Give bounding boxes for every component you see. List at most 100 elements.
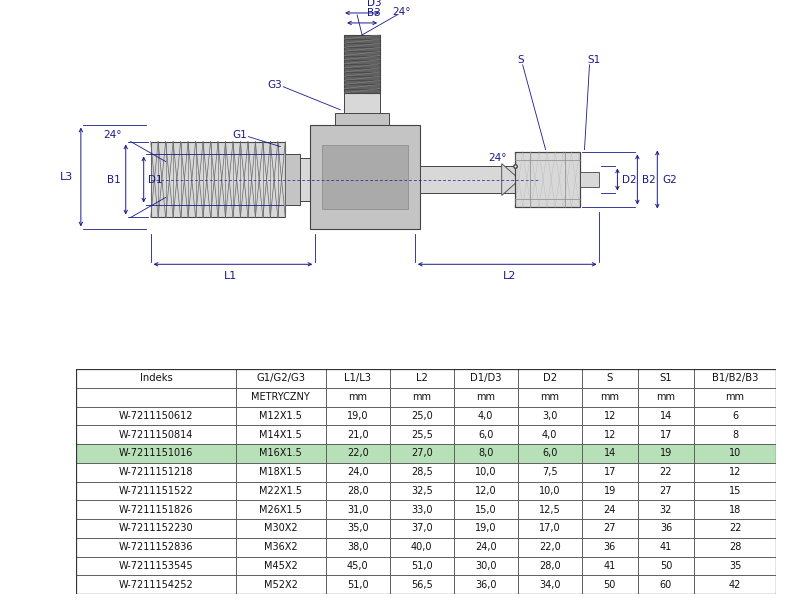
Text: 27: 27 (660, 486, 672, 496)
Text: 56,5: 56,5 (411, 580, 433, 590)
Bar (518, 444, 582, 463)
Text: L3: L3 (60, 172, 74, 182)
Text: B1/B2/B3: B1/B2/B3 (712, 373, 758, 383)
Text: 36: 36 (604, 542, 616, 552)
Bar (335, 113, 389, 125)
Text: D2: D2 (542, 373, 557, 383)
Text: W-7211151218: W-7211151218 (118, 467, 194, 477)
Text: 22,0: 22,0 (539, 542, 561, 552)
Text: D1: D1 (148, 175, 163, 185)
Text: METRYCZNY: METRYCZNY (251, 392, 310, 402)
Text: 24,0: 24,0 (475, 542, 497, 552)
Text: G1/G2/G3: G1/G2/G3 (256, 373, 306, 383)
Text: B2: B2 (642, 175, 656, 185)
Text: 45,0: 45,0 (347, 561, 369, 571)
Text: 42: 42 (729, 580, 742, 590)
Text: 31,0: 31,0 (347, 505, 369, 515)
Text: 24°: 24° (489, 152, 507, 163)
Text: Indeks: Indeks (140, 373, 172, 383)
Bar (322, 145, 408, 209)
Text: 41: 41 (660, 542, 672, 552)
Text: 12: 12 (603, 430, 616, 440)
Bar (300, 158, 310, 202)
Text: M22X1.5: M22X1.5 (259, 486, 302, 496)
Text: 19,0: 19,0 (475, 523, 497, 533)
Text: 10: 10 (729, 448, 741, 458)
Text: 33,0: 33,0 (411, 505, 433, 515)
Bar (694, 444, 776, 463)
Text: W-7211152836: W-7211152836 (118, 542, 194, 552)
Text: 8: 8 (732, 430, 738, 440)
Bar (390, 444, 454, 463)
Text: W-7211151522: W-7211151522 (118, 486, 194, 496)
Text: 14: 14 (604, 448, 616, 458)
Text: 28,0: 28,0 (539, 561, 561, 571)
Text: 28,5: 28,5 (411, 467, 433, 477)
Bar (344, 35, 380, 93)
Bar (638, 444, 694, 463)
Text: 40,0: 40,0 (411, 542, 433, 552)
Text: B1: B1 (107, 175, 121, 185)
Text: 10,0: 10,0 (475, 467, 497, 477)
Text: 60: 60 (660, 580, 672, 590)
Text: 12: 12 (603, 411, 616, 421)
Text: L2: L2 (503, 271, 516, 281)
Text: mm: mm (726, 392, 745, 402)
Text: D2: D2 (622, 175, 637, 185)
Text: W-7211150612: W-7211150612 (118, 411, 194, 421)
Text: 51,0: 51,0 (347, 580, 369, 590)
Text: M18X1.5: M18X1.5 (259, 467, 302, 477)
Text: S1: S1 (588, 55, 601, 65)
Text: M16X1.5: M16X1.5 (259, 448, 302, 458)
Bar (310, 125, 420, 229)
Text: 4,0: 4,0 (478, 411, 494, 421)
Text: 12,0: 12,0 (475, 486, 497, 496)
Text: 18: 18 (729, 505, 741, 515)
Text: 6,0: 6,0 (478, 430, 494, 440)
Text: 17: 17 (603, 467, 616, 477)
Bar (344, 93, 380, 113)
Polygon shape (502, 164, 520, 196)
Text: 32,5: 32,5 (411, 486, 433, 496)
Text: S: S (518, 55, 524, 65)
Text: 37,0: 37,0 (411, 523, 433, 533)
Text: 50: 50 (603, 580, 616, 590)
Text: 32: 32 (660, 505, 672, 515)
Text: 3,0: 3,0 (542, 411, 558, 421)
Text: 38,0: 38,0 (347, 542, 369, 552)
Text: B3: B3 (367, 8, 381, 18)
Text: 30,0: 30,0 (475, 561, 497, 571)
Text: mm: mm (600, 392, 619, 402)
Text: S1: S1 (660, 373, 672, 383)
Text: 28,0: 28,0 (347, 486, 369, 496)
Bar (420, 166, 520, 193)
Text: mm: mm (348, 392, 367, 402)
Text: W-7211153545: W-7211153545 (118, 561, 194, 571)
Text: W-7211150814: W-7211150814 (119, 430, 193, 440)
Text: M30X2: M30X2 (264, 523, 298, 533)
Text: 22: 22 (729, 523, 742, 533)
Text: 15: 15 (729, 486, 742, 496)
Text: L1: L1 (224, 271, 237, 281)
Text: M12X1.5: M12X1.5 (259, 411, 302, 421)
Text: mm: mm (657, 392, 675, 402)
Text: M26X1.5: M26X1.5 (259, 505, 302, 515)
Text: W-7211152230: W-7211152230 (118, 523, 194, 533)
Text: M45X2: M45X2 (264, 561, 298, 571)
Text: 17,0: 17,0 (539, 523, 561, 533)
Text: 24°: 24° (393, 7, 411, 17)
Text: 17: 17 (660, 430, 672, 440)
Bar (582, 444, 638, 463)
Text: 50: 50 (660, 561, 672, 571)
Text: 27,0: 27,0 (411, 448, 433, 458)
Text: 10,0: 10,0 (539, 486, 561, 496)
Text: 12,5: 12,5 (539, 505, 561, 515)
Bar (76, 444, 236, 463)
Text: 36,0: 36,0 (475, 580, 497, 590)
Text: D3: D3 (366, 0, 382, 8)
Text: mm: mm (412, 392, 431, 402)
Text: M14X1.5: M14X1.5 (259, 430, 302, 440)
Text: 51,0: 51,0 (411, 561, 433, 571)
Text: 6: 6 (732, 411, 738, 421)
Bar (150, 142, 286, 217)
